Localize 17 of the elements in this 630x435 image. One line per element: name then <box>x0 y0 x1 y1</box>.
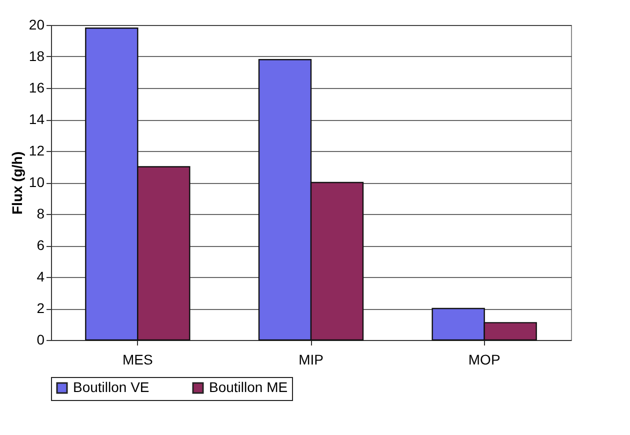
y-tick-label: 0 <box>36 332 45 348</box>
y-tick-label: 12 <box>28 142 45 158</box>
y-tick-label: 10 <box>28 174 45 190</box>
y-axis-title: Flux (g/h) <box>8 152 25 214</box>
y-tick-label: 6 <box>36 237 45 253</box>
y-tick-label: 14 <box>28 111 45 127</box>
y-tick-label: 18 <box>28 48 45 64</box>
legend-label: Boutillon ME <box>209 379 288 395</box>
y-tick-label: 4 <box>36 268 45 284</box>
y-tick-label: 20 <box>28 16 45 32</box>
x-tick-label: MOP <box>468 352 500 368</box>
y-tick-label: 16 <box>28 80 45 96</box>
y-tick-label: 2 <box>36 300 45 316</box>
x-tick-label: MES <box>122 352 153 368</box>
x-tick-label: MIP <box>298 352 324 368</box>
y-tick-label: 8 <box>36 206 45 222</box>
legend-label: Boutillon VE <box>73 379 150 395</box>
